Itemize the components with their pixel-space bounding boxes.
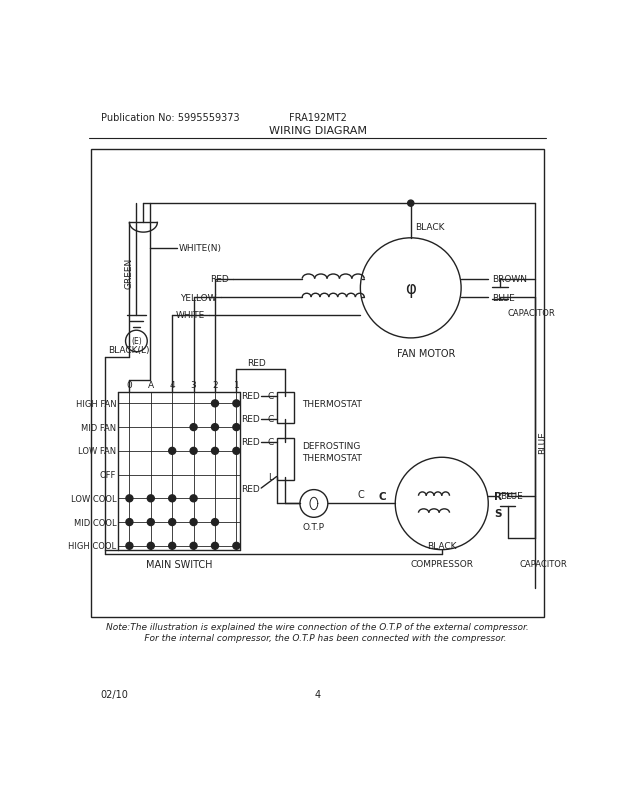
- Text: RED: RED: [241, 391, 260, 401]
- Circle shape: [233, 400, 240, 407]
- Text: RED: RED: [241, 438, 260, 447]
- Text: WHITE(N): WHITE(N): [179, 244, 221, 253]
- Text: C: C: [267, 391, 273, 401]
- Text: O.T.P: O.T.P: [303, 522, 325, 532]
- Circle shape: [126, 543, 133, 549]
- Circle shape: [233, 543, 240, 549]
- Circle shape: [126, 519, 133, 526]
- Text: BLUE: BLUE: [500, 492, 523, 500]
- Circle shape: [211, 519, 218, 526]
- Text: GREEN: GREEN: [125, 257, 134, 289]
- Circle shape: [169, 519, 175, 526]
- Circle shape: [169, 496, 175, 502]
- Text: For the internal compressor, the O.T.P has been connected with the compressor.: For the internal compressor, the O.T.P h…: [130, 633, 506, 642]
- Text: FRA192MT2: FRA192MT2: [289, 113, 347, 123]
- Text: HIGH FAN: HIGH FAN: [76, 399, 117, 408]
- Text: 1: 1: [234, 380, 239, 389]
- Circle shape: [211, 400, 218, 407]
- Text: BROWN: BROWN: [492, 275, 527, 284]
- Text: (E): (E): [131, 337, 142, 346]
- Circle shape: [233, 448, 240, 455]
- Text: DEFROSTING: DEFROSTING: [303, 442, 361, 451]
- Text: 02/10: 02/10: [100, 690, 128, 699]
- Text: MID COOL: MID COOL: [74, 518, 117, 527]
- Circle shape: [190, 424, 197, 431]
- Circle shape: [148, 519, 154, 526]
- Text: Note:The illustration is explained the wire connection of the O.T.P of the exter: Note:The illustration is explained the w…: [107, 622, 529, 631]
- Text: 4: 4: [169, 380, 175, 389]
- Text: φ: φ: [405, 280, 416, 298]
- Text: BLUE: BLUE: [492, 294, 515, 302]
- Text: C: C: [267, 415, 273, 423]
- Text: MID FAN: MID FAN: [81, 423, 117, 432]
- Text: HIGH COOL: HIGH COOL: [68, 541, 117, 551]
- Circle shape: [169, 543, 175, 549]
- Circle shape: [211, 448, 218, 455]
- Text: BLACK: BLACK: [427, 541, 456, 551]
- Text: C: C: [267, 438, 273, 447]
- Text: S: S: [495, 508, 502, 518]
- Circle shape: [148, 543, 154, 549]
- Text: L: L: [268, 472, 273, 481]
- Text: WIRING DIAGRAM: WIRING DIAGRAM: [268, 126, 367, 136]
- Text: CAPACITOR: CAPACITOR: [520, 559, 567, 569]
- Circle shape: [126, 496, 133, 502]
- Text: YELLOW: YELLOW: [180, 294, 217, 302]
- Text: CAPACITOR: CAPACITOR: [508, 309, 556, 318]
- Text: BLACK(L): BLACK(L): [108, 346, 150, 354]
- Bar: [92, 150, 544, 618]
- Text: R: R: [495, 491, 502, 501]
- Text: RED: RED: [210, 275, 229, 284]
- Text: 3: 3: [191, 380, 197, 389]
- Circle shape: [233, 424, 240, 431]
- Text: C: C: [378, 491, 386, 501]
- Text: A: A: [148, 380, 154, 389]
- Text: RED: RED: [241, 415, 260, 423]
- Text: 2: 2: [212, 380, 218, 389]
- Text: 0: 0: [126, 380, 132, 389]
- Circle shape: [211, 543, 218, 549]
- Text: FAN MOTOR: FAN MOTOR: [397, 349, 456, 358]
- Text: LOW FAN: LOW FAN: [78, 447, 117, 456]
- Text: 4: 4: [315, 690, 321, 699]
- Text: Publication No: 5995559373: Publication No: 5995559373: [100, 113, 239, 123]
- Circle shape: [169, 448, 175, 455]
- Circle shape: [190, 519, 197, 526]
- Text: LOW COOL: LOW COOL: [71, 494, 117, 503]
- Circle shape: [211, 424, 218, 431]
- Text: WHITE: WHITE: [176, 311, 205, 320]
- Text: RED: RED: [247, 358, 266, 367]
- Text: C: C: [358, 489, 365, 500]
- Circle shape: [190, 448, 197, 455]
- Text: THERMOSTAT: THERMOSTAT: [303, 453, 362, 462]
- Text: THERMOSTAT: THERMOSTAT: [303, 399, 362, 408]
- Bar: [277, 392, 294, 423]
- Text: BLUE: BLUE: [538, 431, 547, 454]
- Circle shape: [408, 200, 414, 207]
- Circle shape: [190, 496, 197, 502]
- Circle shape: [190, 543, 197, 549]
- Circle shape: [148, 496, 154, 502]
- Text: COMPRESSOR: COMPRESSOR: [410, 559, 473, 569]
- Text: RED: RED: [241, 484, 260, 493]
- Text: BLACK: BLACK: [415, 222, 444, 232]
- Text: MAIN SWITCH: MAIN SWITCH: [146, 559, 212, 569]
- Text: OFF: OFF: [100, 471, 117, 480]
- Bar: [277, 439, 294, 480]
